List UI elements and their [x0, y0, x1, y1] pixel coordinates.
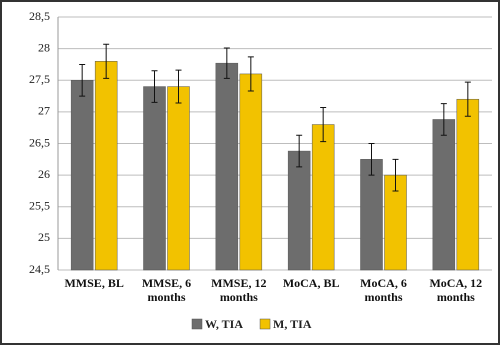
bar [215, 62, 239, 271]
legend-label: W, TIA [205, 317, 243, 331]
x-tick-label: MMSE, 6 months [141, 276, 192, 304]
bar [287, 150, 311, 271]
bar [456, 98, 480, 271]
x-tick-label: MMSE, BL [64, 276, 124, 290]
legend-label: M, TIA [273, 317, 312, 331]
error-bar [368, 143, 375, 176]
bar [94, 61, 118, 271]
error-bar [151, 70, 158, 103]
error-bar [247, 56, 254, 92]
x-tick-label: MMSE, 12 months [211, 276, 267, 304]
legend-swatch [191, 318, 203, 330]
y-tick-label: 26,5 [29, 135, 50, 149]
error-bar [392, 158, 399, 192]
error-bar [296, 134, 303, 168]
error-bar [440, 103, 447, 136]
y-tick-label: 25,5 [29, 199, 50, 213]
error-bar [320, 106, 327, 143]
y-tick-label: 26 [38, 167, 50, 181]
error-bar [79, 63, 86, 97]
bar [167, 86, 190, 271]
y-tick-label: 28,5 [29, 9, 50, 23]
bar [360, 159, 383, 271]
bar [143, 86, 166, 271]
y-tick-label: 28 [38, 40, 50, 54]
bar [239, 73, 263, 271]
y-tick-label: 24,5 [29, 262, 50, 276]
y-tick-label: 27,5 [29, 72, 50, 86]
x-tick-label: MoCA, 6 months [360, 276, 407, 304]
bar [432, 119, 456, 271]
error-bar [223, 47, 230, 79]
bar [311, 124, 335, 271]
error-bar [175, 69, 182, 104]
y-tick-label: 25 [38, 230, 50, 244]
bar [70, 80, 94, 271]
error-bar [464, 81, 471, 117]
x-tick-label: MoCA, 12 months [429, 276, 483, 304]
legend-swatch [259, 318, 271, 330]
y-tick-label: 27 [38, 104, 50, 118]
error-bar [103, 43, 110, 79]
x-tick-label: MoCA, BL [282, 276, 340, 290]
